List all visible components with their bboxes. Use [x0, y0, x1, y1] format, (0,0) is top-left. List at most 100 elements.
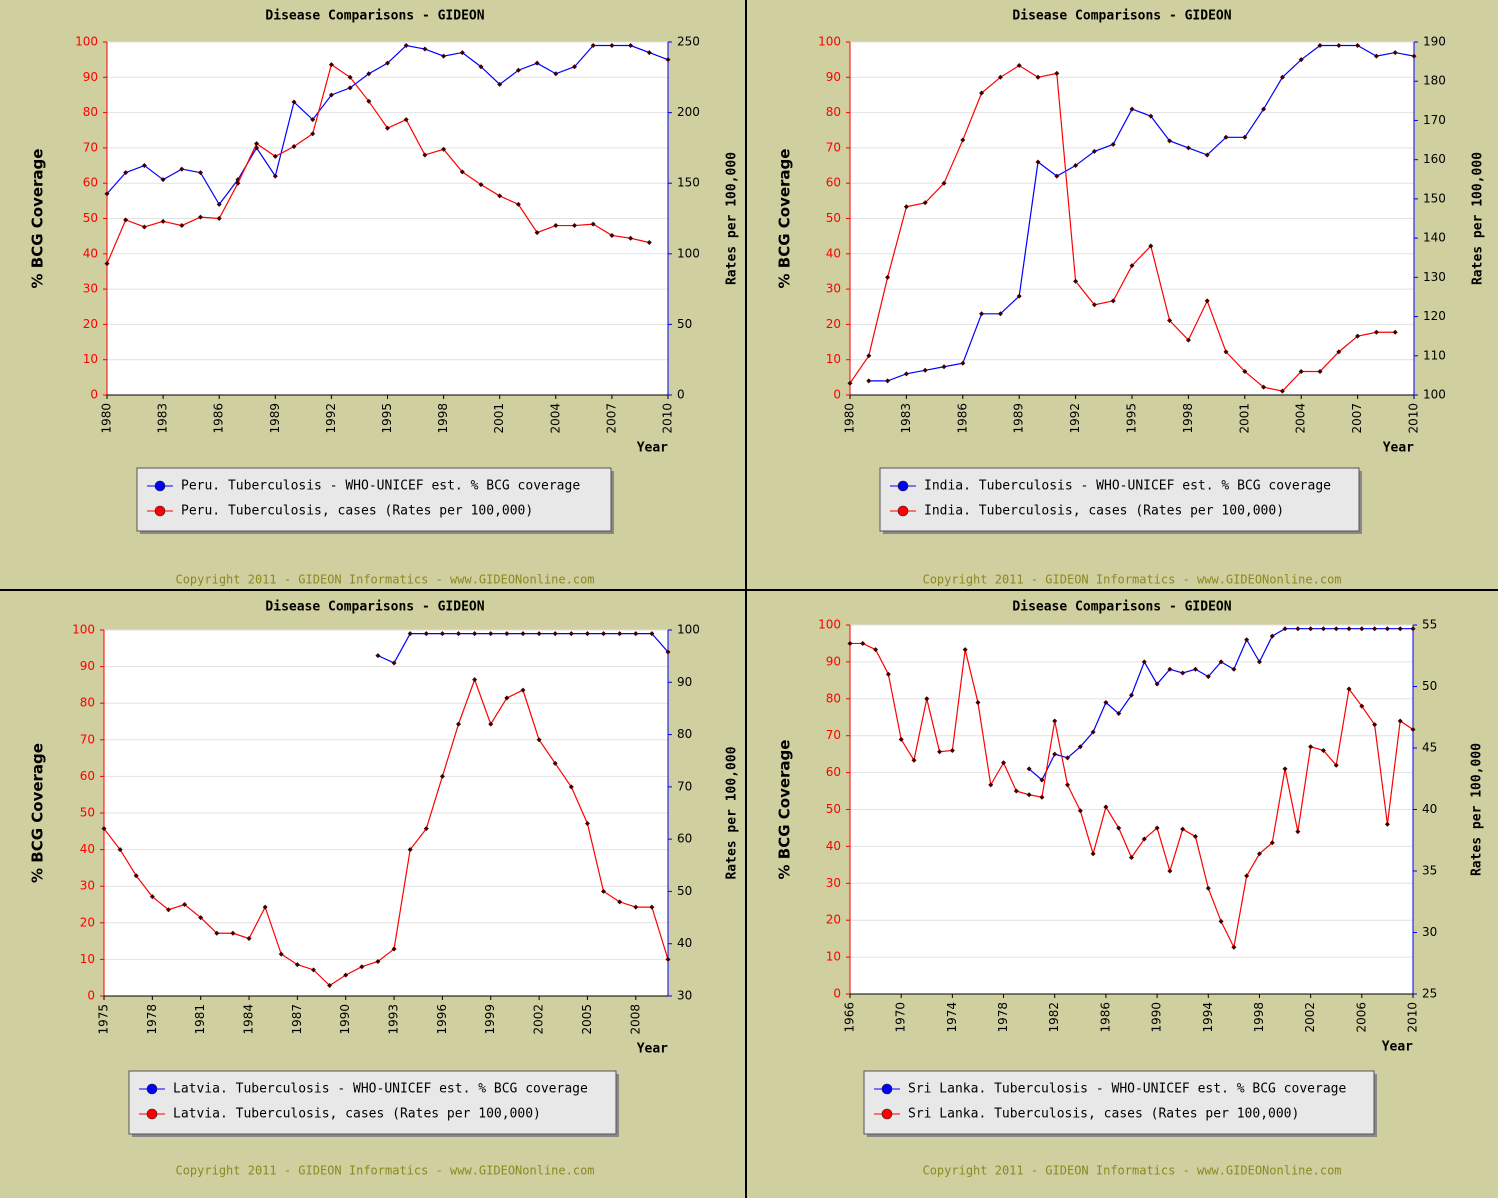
y-tick-label: 30	[80, 879, 95, 893]
y-tick-label: 30	[826, 282, 841, 296]
y-tick-label: 10	[83, 352, 98, 366]
data-point	[1204, 298, 1210, 304]
data-point	[860, 640, 866, 646]
y2-tick-label: 190	[1423, 35, 1446, 49]
data-point	[873, 647, 879, 653]
data-point	[101, 826, 107, 832]
x-tick-label: 1998	[436, 403, 450, 434]
data-point	[1308, 744, 1314, 750]
data-point	[617, 899, 623, 905]
y-tick-label: 90	[826, 70, 841, 84]
x-tick-label: 1993	[387, 1004, 401, 1035]
legend	[128, 1070, 617, 1135]
data-point	[1384, 821, 1390, 827]
data-point	[1185, 337, 1191, 343]
x-tick-label: 1990	[338, 1004, 352, 1035]
chart-panel: Disease Comparisons - GIDEON 0 10 20 30 40 50 6…	[0, 591, 745, 1198]
data-point	[366, 98, 372, 104]
x-tick-label: 1983	[156, 403, 170, 434]
y2-tick-label: 0	[677, 388, 685, 402]
data-point	[1167, 138, 1173, 144]
y-tick-label: 90	[80, 659, 95, 673]
data-point	[1180, 826, 1186, 832]
data-point	[1298, 368, 1304, 374]
y-tick-label: 20	[83, 317, 98, 331]
data-point	[1218, 659, 1224, 665]
x-tick-label: 1994	[1201, 1002, 1215, 1033]
data-point	[979, 90, 985, 96]
data-point	[1077, 744, 1083, 750]
y2-tick-label: 180	[1423, 74, 1446, 88]
data-point	[937, 749, 943, 755]
y2-tick-label: 100	[1423, 388, 1446, 402]
y-tick-label: 60	[826, 176, 841, 190]
x-tick-label: 1999	[483, 1004, 497, 1035]
data-point	[423, 826, 429, 832]
x-tick-label: 1995	[1125, 403, 1139, 434]
data-point	[1282, 626, 1288, 632]
data-point	[1192, 834, 1198, 840]
data-point	[504, 631, 510, 637]
data-point	[1223, 349, 1229, 355]
data-point	[497, 81, 503, 87]
data-point	[343, 972, 349, 978]
data-point	[1336, 349, 1342, 355]
data-point	[1231, 666, 1237, 672]
x-tick-label: 1975	[97, 1004, 111, 1035]
y2-tick-label: 170	[1423, 113, 1446, 127]
data-point	[515, 67, 521, 73]
y-tick-label: 0	[833, 388, 841, 402]
data-point	[1261, 384, 1267, 390]
data-point	[1110, 298, 1116, 304]
y-tick-label: 40	[80, 842, 95, 856]
y2-tick-label: 200	[677, 105, 700, 119]
x-tick-label: 1998	[1181, 403, 1195, 434]
x-tick-label: 2010	[1406, 1002, 1420, 1033]
data-point	[504, 695, 510, 701]
data-point	[609, 43, 615, 49]
x-tick-label: 1966	[843, 1002, 857, 1033]
legend-marker	[146, 1108, 158, 1120]
y2-tick-label: 30	[1422, 925, 1437, 939]
data-point	[407, 847, 413, 853]
data-point	[104, 261, 110, 267]
y-tick-label: 50	[826, 211, 841, 225]
legend	[863, 1070, 1375, 1135]
data-point	[1320, 626, 1326, 632]
data-point	[536, 737, 542, 743]
series-line	[868, 44, 1415, 382]
data-point	[617, 631, 623, 637]
y2-tick-label: 30	[677, 989, 692, 1003]
data-point	[1039, 794, 1045, 800]
data-point	[1026, 792, 1032, 798]
data-point	[272, 153, 278, 159]
data-point	[214, 930, 220, 936]
data-point	[898, 736, 904, 742]
data-point	[328, 62, 334, 68]
y2-tick-label: 35	[1422, 864, 1437, 878]
data-point	[278, 951, 284, 957]
x-tick-label: 1998	[1252, 1002, 1266, 1033]
y2-tick-label: 150	[677, 176, 700, 190]
data-point	[1110, 141, 1116, 147]
data-point	[601, 888, 607, 894]
data-point	[941, 180, 947, 186]
legend-label: Sri Lanka. Tuberculosis, cases (Rates pe…	[908, 1107, 1299, 1122]
x-tick-label: 1992	[324, 403, 338, 434]
data-point	[1279, 388, 1285, 394]
data-point	[1397, 626, 1403, 632]
data-point	[997, 311, 1003, 317]
x-tick-label: 1982	[1047, 1002, 1061, 1033]
x-tick-label: 2007	[1350, 403, 1364, 434]
data-point	[601, 631, 607, 637]
data-point	[1333, 626, 1339, 632]
x-tick-label: 1981	[193, 1004, 207, 1035]
data-point	[609, 232, 615, 238]
data-point	[1026, 766, 1032, 772]
data-point	[1016, 293, 1022, 299]
data-point	[310, 117, 316, 123]
data-point	[646, 50, 652, 56]
data-point	[422, 152, 428, 158]
data-point	[1205, 674, 1211, 680]
data-point	[1154, 825, 1160, 831]
